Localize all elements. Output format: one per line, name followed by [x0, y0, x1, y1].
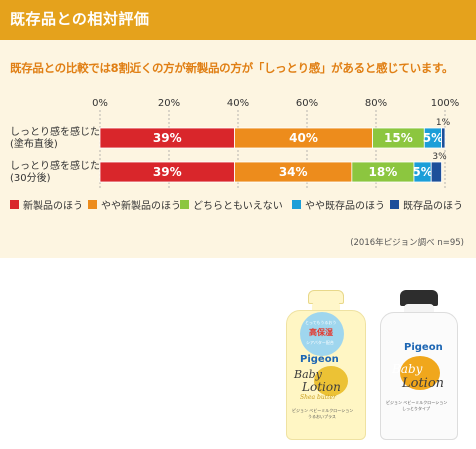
chart-panel: [0, 40, 476, 258]
shea-butter-script: Shea butter: [300, 394, 336, 401]
moisture-badge: とってもうるおう 高保湿 シアバター配合: [300, 312, 344, 356]
bar-segment: [430, 161, 442, 183]
badge-line-1: とってもうるおう: [305, 320, 337, 325]
brand-logo: Pigeon: [300, 354, 339, 365]
data-label: 1%: [436, 118, 451, 128]
jp-product-name: ピジョン ベビーミルクローション: [292, 408, 354, 413]
x-tick-label: 100%: [431, 98, 460, 109]
legend-item: やや既存品のほう: [292, 197, 385, 212]
badge-line-2: 高保湿: [309, 328, 333, 337]
bottle-cap: [400, 290, 438, 306]
data-label: 34%: [279, 165, 308, 179]
product-name-top: Baby: [392, 362, 423, 376]
category-label: しっとり感を感じた: [10, 159, 100, 172]
product-name-bottom: Lotion: [302, 380, 341, 394]
legend-item: 既存品のほう: [390, 197, 463, 212]
page-title: 既存品との相対評価: [10, 10, 150, 28]
legend-swatch: [88, 200, 97, 209]
legend-item: 新製品のほう: [10, 197, 83, 212]
bar-segment: [441, 127, 446, 149]
legend-swatch: [292, 200, 301, 209]
source-note: (2016年ピジョン調べ n=95): [350, 238, 464, 248]
legend-item: やや新製品のほう: [88, 197, 181, 212]
data-label: 15%: [384, 131, 413, 145]
x-tick-label: 20%: [158, 98, 180, 109]
legend-swatch: [10, 200, 19, 209]
jp-product-sub: しっとりタイプ: [402, 406, 430, 411]
product-bottle-existing: Pigeon Baby Lotion ピジョン ベビーミルクローション しっとり…: [380, 290, 458, 440]
legend-swatch: [390, 200, 399, 209]
product-bottle-new: とってもうるおう 高保湿 シアバター配合 Pigeon Baby Lotion …: [286, 290, 366, 440]
lotion-emblem: [400, 356, 440, 390]
x-tick-label: 80%: [365, 98, 387, 109]
bottle-neck: [404, 304, 434, 314]
category-label: しっとり感を感じた: [10, 125, 100, 138]
category-label: (30分後): [10, 171, 51, 184]
badge-line-3: シアバター配合: [306, 340, 334, 345]
product-name-top: Baby: [294, 368, 322, 381]
legend-label: 新製品のほう: [23, 201, 83, 212]
legend-item: どちらともいえない: [180, 197, 283, 212]
product-name-bottom: Lotion: [402, 376, 445, 391]
category-label: (塗布直後): [10, 137, 58, 150]
data-label: 39%: [153, 165, 182, 179]
legend-swatch: [180, 200, 189, 209]
legend-label: やや新製品のほう: [101, 201, 181, 212]
header-bar: 既存品との相対評価: [0, 0, 476, 40]
x-tick-label: 60%: [296, 98, 318, 109]
brand-logo: Pigeon: [404, 342, 443, 353]
lotion-emblem: [314, 366, 348, 396]
legend-label: どちらともいえない: [193, 201, 283, 212]
legend-label: 既存品のほう: [403, 201, 463, 212]
data-label: 39%: [153, 131, 182, 145]
data-label: 18%: [369, 165, 398, 179]
data-label: 3%: [432, 152, 447, 162]
x-tick-label: 40%: [227, 98, 249, 109]
data-label: 40%: [289, 131, 318, 145]
jp-product-sub: うるおいプラス: [308, 414, 336, 419]
bottle-neck: [312, 302, 340, 312]
chart-subtitle: 既存品との比較では8割近くの方が新製品の方が「しっとり感」があると感じています。: [10, 61, 454, 75]
data-label: 5%: [423, 131, 443, 145]
legend-label: やや既存品のほう: [305, 201, 385, 212]
stacked-bar-chart: 0% 20% 40% 60% 80% 100%しっとり感を感じた(塗布直後)しっとり感を感…: [10, 98, 460, 188]
x-tick-label: 0%: [92, 98, 108, 109]
jp-product-name: ピジョン ベビーミルクローション: [386, 400, 448, 405]
data-label: 5%: [412, 165, 432, 179]
